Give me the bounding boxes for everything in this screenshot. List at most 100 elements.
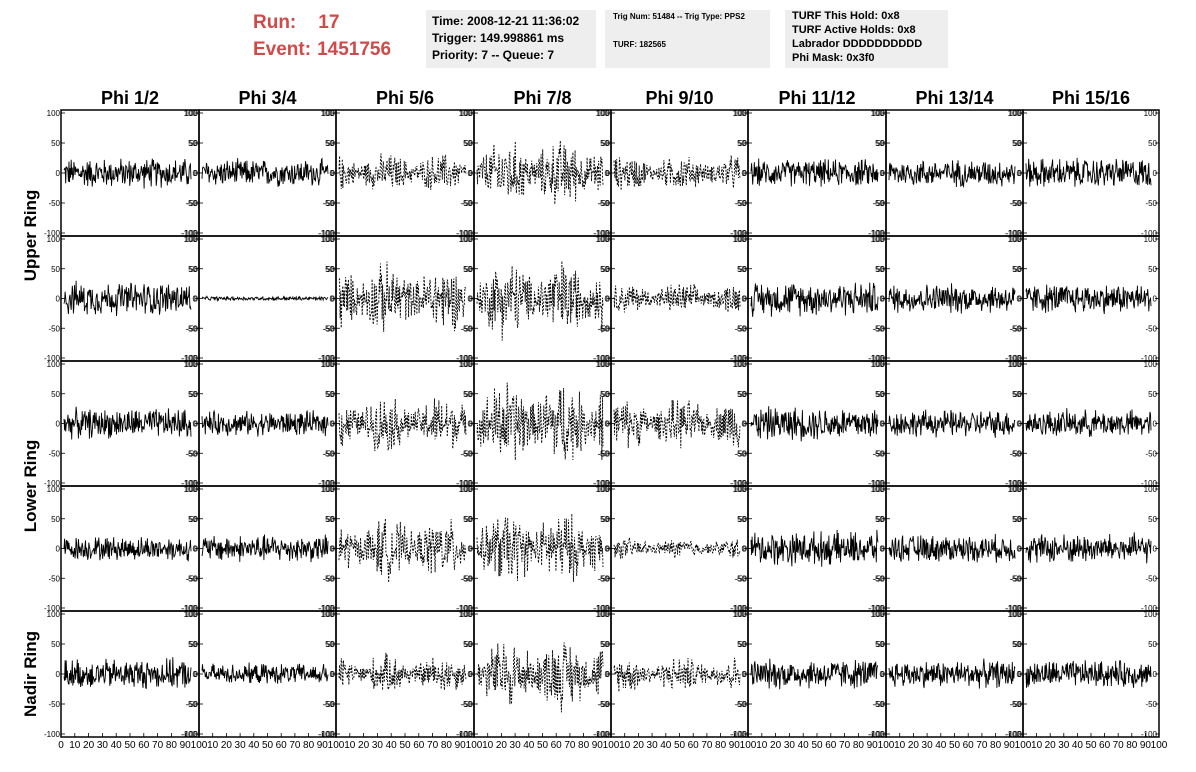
y-tick-label: 0 [1018, 420, 1023, 429]
y-tick-label: 100 [872, 360, 886, 369]
y-tick-label: 50 [876, 515, 885, 524]
x-tick-label: 60 [825, 740, 837, 751]
y-tick-label: -100 [731, 604, 748, 613]
y-tick-label: 0 [1017, 295, 1022, 304]
y-tick-label: 0 [469, 670, 474, 679]
x-tick-label: 20 [358, 740, 370, 751]
y-tick-label: -50 [460, 700, 472, 709]
y-tick-label: 0 [468, 545, 473, 554]
y-tick-label: -100 [1006, 730, 1023, 739]
y-tick-label: 50 [1012, 390, 1021, 399]
y-tick-label: -50 [734, 449, 746, 458]
y-tick-label: -50 [185, 324, 197, 333]
y-tick-label: 0 [193, 670, 198, 679]
event-line: Event: 1451756 [253, 36, 391, 63]
y-tick-label: 100 [321, 360, 335, 369]
y-tick-label: 0 [331, 545, 336, 554]
x-tick-label: 50 [537, 740, 549, 751]
waveform-trace [63, 657, 192, 690]
y-tick-label: 0 [881, 169, 886, 178]
x-tick-label: 60 [551, 740, 563, 751]
x-tick-label: 40 [935, 740, 947, 751]
y-tick-label: 0 [468, 670, 473, 679]
y-tick-label: -50 [323, 449, 335, 458]
y-tick-label: 0 [1017, 420, 1022, 429]
y-tick-label: -50 [872, 449, 884, 458]
y-tick-label: 0 [742, 545, 747, 554]
x-tick-label: 50 [811, 740, 823, 751]
y-tick-label: -100 [44, 354, 61, 363]
y-tick-label: 100 [1144, 109, 1158, 118]
y-tick-label: 100 [734, 485, 748, 494]
y-tick-label: 50 [738, 265, 747, 274]
y-tick-label: -50 [734, 324, 746, 333]
y-tick-label: 50 [463, 640, 472, 649]
x-tick-label: 80 [578, 740, 590, 751]
y-tick-label: 0 [880, 420, 885, 429]
x-tick-label: 50 [1085, 740, 1097, 751]
y-tick-label: -100 [182, 354, 199, 363]
y-tick-label: 50 [1148, 390, 1157, 399]
column-header: Phi 7/8 [513, 88, 571, 108]
y-tick-label: -50 [873, 199, 885, 208]
y-tick-label: 50 [325, 265, 334, 274]
y-tick-label: 100 [597, 235, 611, 244]
y-tick-label: 50 [326, 640, 335, 649]
y-tick-label: 100 [733, 485, 747, 494]
waveform-trace [1025, 532, 1152, 564]
x-tick-label: 90 [1140, 740, 1152, 751]
y-tick-label: 0 [606, 545, 611, 554]
y-tick-label: -100 [730, 354, 747, 363]
turf-text: TURF: 182565 [613, 40, 666, 49]
y-tick-label: -50 [597, 574, 609, 583]
y-tick-label: 100 [1009, 235, 1023, 244]
y-tick-label: -100 [457, 604, 474, 613]
x-tick-label: 80 [853, 740, 865, 751]
y-tick-label: 50 [738, 515, 747, 524]
waveform-trace [201, 662, 329, 684]
y-tick-label: 50 [1012, 515, 1021, 524]
y-tick-label: 0 [1153, 545, 1158, 554]
y-tick-label: -100 [44, 730, 61, 739]
y-tick-label: 100 [871, 235, 885, 244]
turf-info-box: TURF This Hold: 0x8 TURF Active Holds: 0… [785, 10, 948, 68]
y-tick-label: 100 [733, 360, 747, 369]
y-tick-label: 100 [1008, 485, 1022, 494]
waveform-trace [888, 283, 1016, 314]
y-tick-label: 50 [600, 515, 609, 524]
y-tick-label: 100 [733, 610, 747, 619]
y-tick-label: -100 [869, 604, 886, 613]
y-tick-label: 50 [464, 515, 473, 524]
run-event-label: Run: 17 Event: 1451756 [253, 9, 391, 63]
y-tick-label: -100 [1005, 604, 1022, 613]
run-label: Run: [253, 12, 297, 33]
y-tick-label: -50 [185, 199, 197, 208]
y-tick-label: -100 [319, 730, 336, 739]
y-tick-label: 50 [737, 515, 746, 524]
y-tick-label: 100 [1144, 485, 1158, 494]
x-tick-label: 60 [413, 740, 425, 751]
y-tick-label: 50 [601, 640, 610, 649]
y-tick-label: 0 [1017, 545, 1022, 554]
y-tick-label: -50 [872, 574, 884, 583]
y-tick-label: 100 [872, 235, 886, 244]
y-tick-label: -100 [594, 354, 611, 363]
y-tick-label: 100 [184, 360, 198, 369]
waveform-trace [63, 537, 192, 562]
y-tick-label: 50 [51, 390, 60, 399]
y-tick-label: -100 [869, 730, 886, 739]
y-tick-label: 50 [325, 515, 334, 524]
y-tick-label: -100 [456, 479, 473, 488]
y-tick-label: 50 [51, 265, 60, 274]
y-tick-label: -50 [186, 700, 198, 709]
y-tick-label: -50 [597, 324, 609, 333]
y-tick-label: 0 [193, 420, 198, 429]
y-tick-label: 50 [188, 139, 197, 148]
y-tick-label: -100 [182, 604, 199, 613]
y-tick-label: -100 [1005, 479, 1022, 488]
y-tick-label: 100 [459, 610, 473, 619]
y-tick-label: 50 [326, 139, 335, 148]
waveform-trace [613, 537, 741, 560]
y-tick-label: 100 [734, 109, 748, 118]
